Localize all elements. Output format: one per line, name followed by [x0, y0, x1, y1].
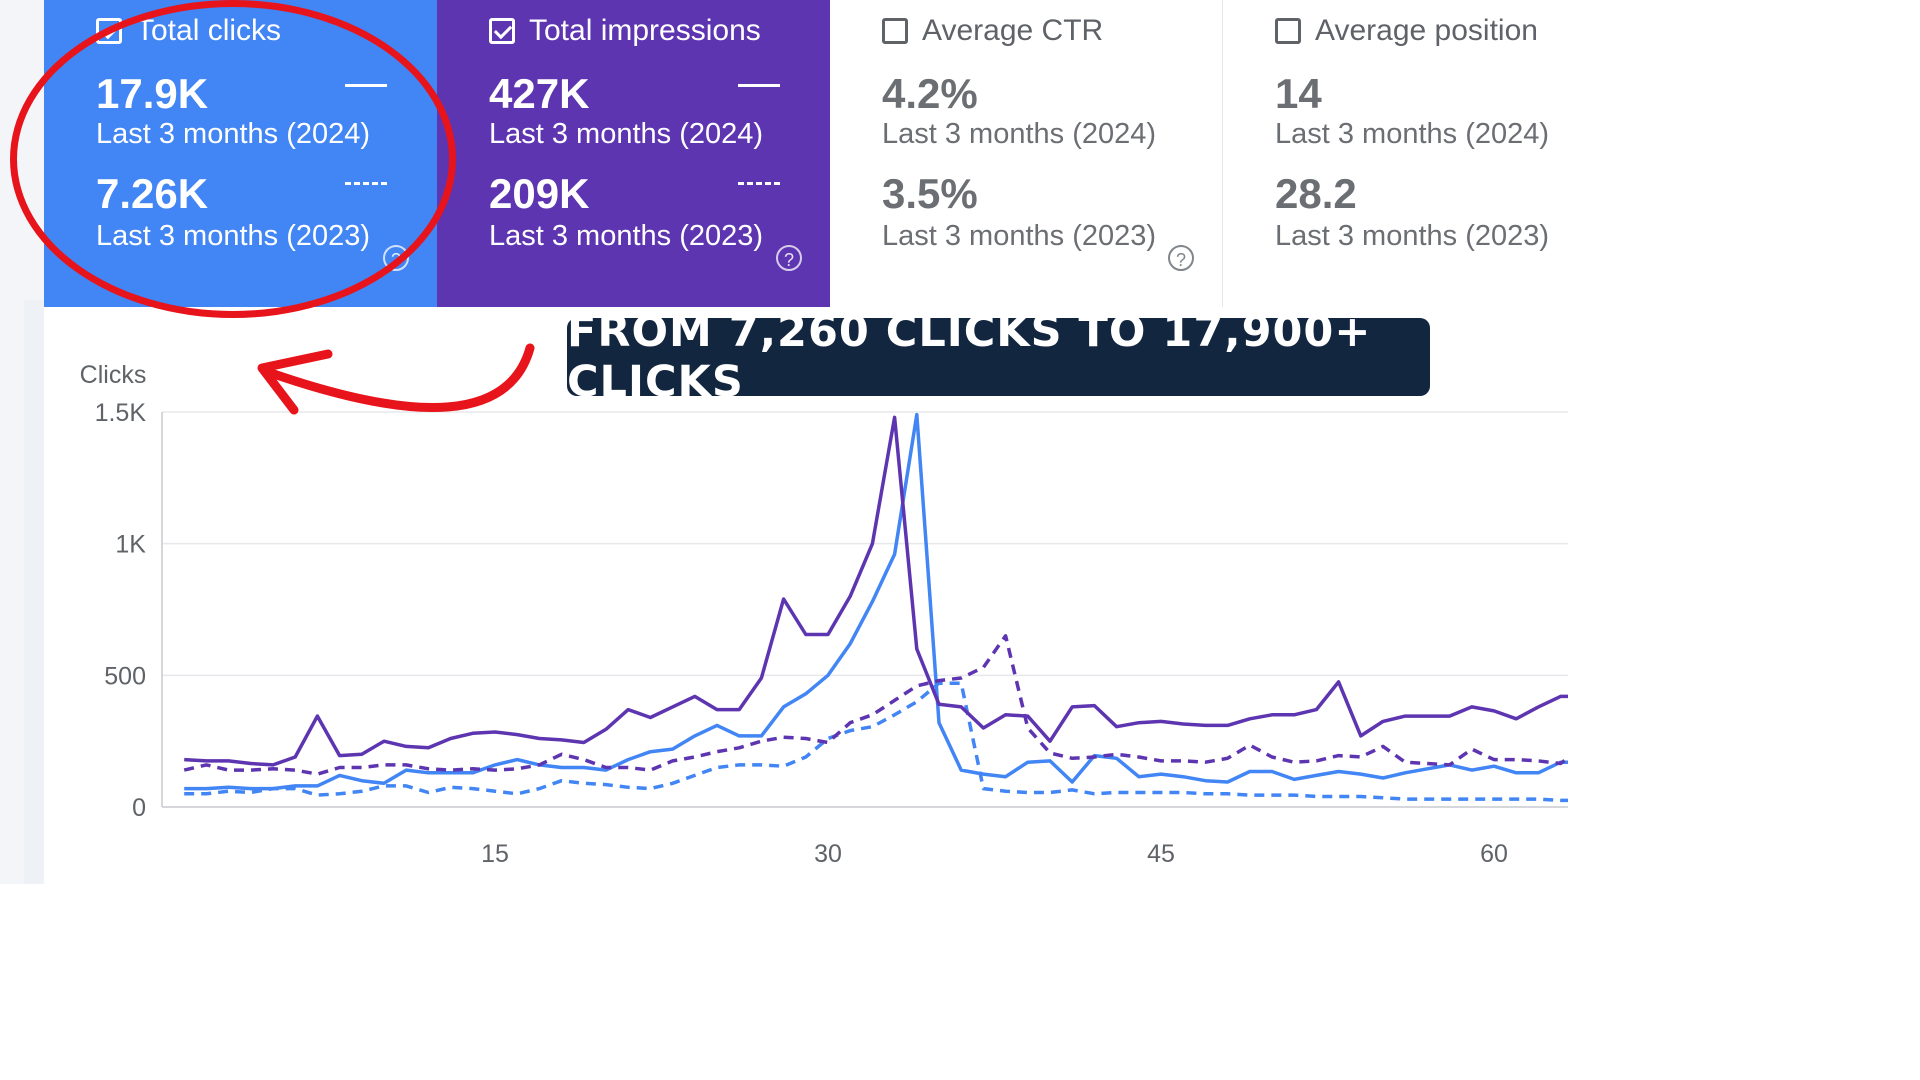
metric-value-2023: 28.2 — [1275, 170, 1357, 217]
metric-value-2024: 14 — [1275, 70, 1322, 117]
y-tick-label: 1K — [115, 531, 146, 559]
card-average-ctr[interactable]: Average CTR 4.2% Last 3 months (2024) 3.… — [830, 0, 1223, 307]
card-header[interactable]: Total impressions — [489, 14, 761, 48]
metric-value-2023: 3.5% — [882, 170, 978, 217]
card-total-impressions[interactable]: Total impressions 427K Last 3 months (20… — [437, 0, 830, 307]
x-tick-label: 30 — [814, 840, 842, 868]
left-edge-panel-inner — [24, 300, 44, 884]
metric-label-2024: Last 3 months (2024) — [882, 118, 1157, 150]
metric-value-2023: 209K — [489, 170, 590, 217]
annotation-circle — [10, 0, 456, 318]
y-tick-label: 0 — [132, 794, 146, 822]
y-tick-label: 500 — [104, 662, 146, 690]
help-icon[interactable]: ? — [776, 245, 802, 271]
y-tick-label: 1.5K — [95, 399, 147, 427]
x-tick-label: 60 — [1480, 840, 1508, 868]
solid-line-legend-icon — [738, 84, 780, 87]
card-header[interactable]: Average CTR — [882, 14, 1103, 48]
dashed-line-legend-icon — [738, 182, 780, 185]
banner-text: FROM 7,260 CLICKS TO 17,900+ CLICKS — [567, 307, 1372, 407]
card-title: Total impressions — [529, 14, 761, 47]
help-icon[interactable]: ? — [1168, 245, 1194, 271]
checkbox-icon[interactable] — [489, 18, 515, 44]
y-axis-title: Clicks — [80, 361, 147, 389]
series-line-clicks_2023 — [184, 681, 1568, 803]
card-title: Average position — [1315, 14, 1538, 47]
metric-label-2023: Last 3 months (2023) — [1275, 220, 1550, 252]
clicks-line-chart: Clicks 0 500 1K 1.5K 15 30 45 60 — [80, 361, 1568, 868]
annotation-banner: FROM 7,260 CLICKS TO 17,900+ CLICKS — [567, 307, 1430, 407]
series-line-impr_2024 — [184, 415, 1568, 767]
checkbox-icon[interactable] — [882, 18, 908, 44]
x-tick-label: 45 — [1147, 840, 1175, 868]
metric-value-2024: 427K — [489, 70, 590, 117]
checkbox-icon[interactable] — [1275, 18, 1301, 44]
card-header[interactable]: Average position — [1275, 14, 1538, 48]
metric-label-2024: Last 3 months (2024) — [489, 118, 764, 150]
card-title: Average CTR — [922, 14, 1104, 47]
metric-label-2023: Last 3 months (2023) — [489, 220, 764, 252]
metric-label-2024: Last 3 months (2024) — [1275, 118, 1550, 150]
x-tick-label: 15 — [481, 840, 509, 868]
card-average-position[interactable]: Average position 14 Last 3 months (2024)… — [1223, 0, 1568, 307]
metric-value-2024: 4.2% — [882, 70, 978, 117]
series-line-impr_2023 — [183, 634, 1568, 776]
metric-label-2023: Last 3 months (2023) — [882, 220, 1157, 252]
series-line-clicks_2024 — [184, 412, 1568, 791]
